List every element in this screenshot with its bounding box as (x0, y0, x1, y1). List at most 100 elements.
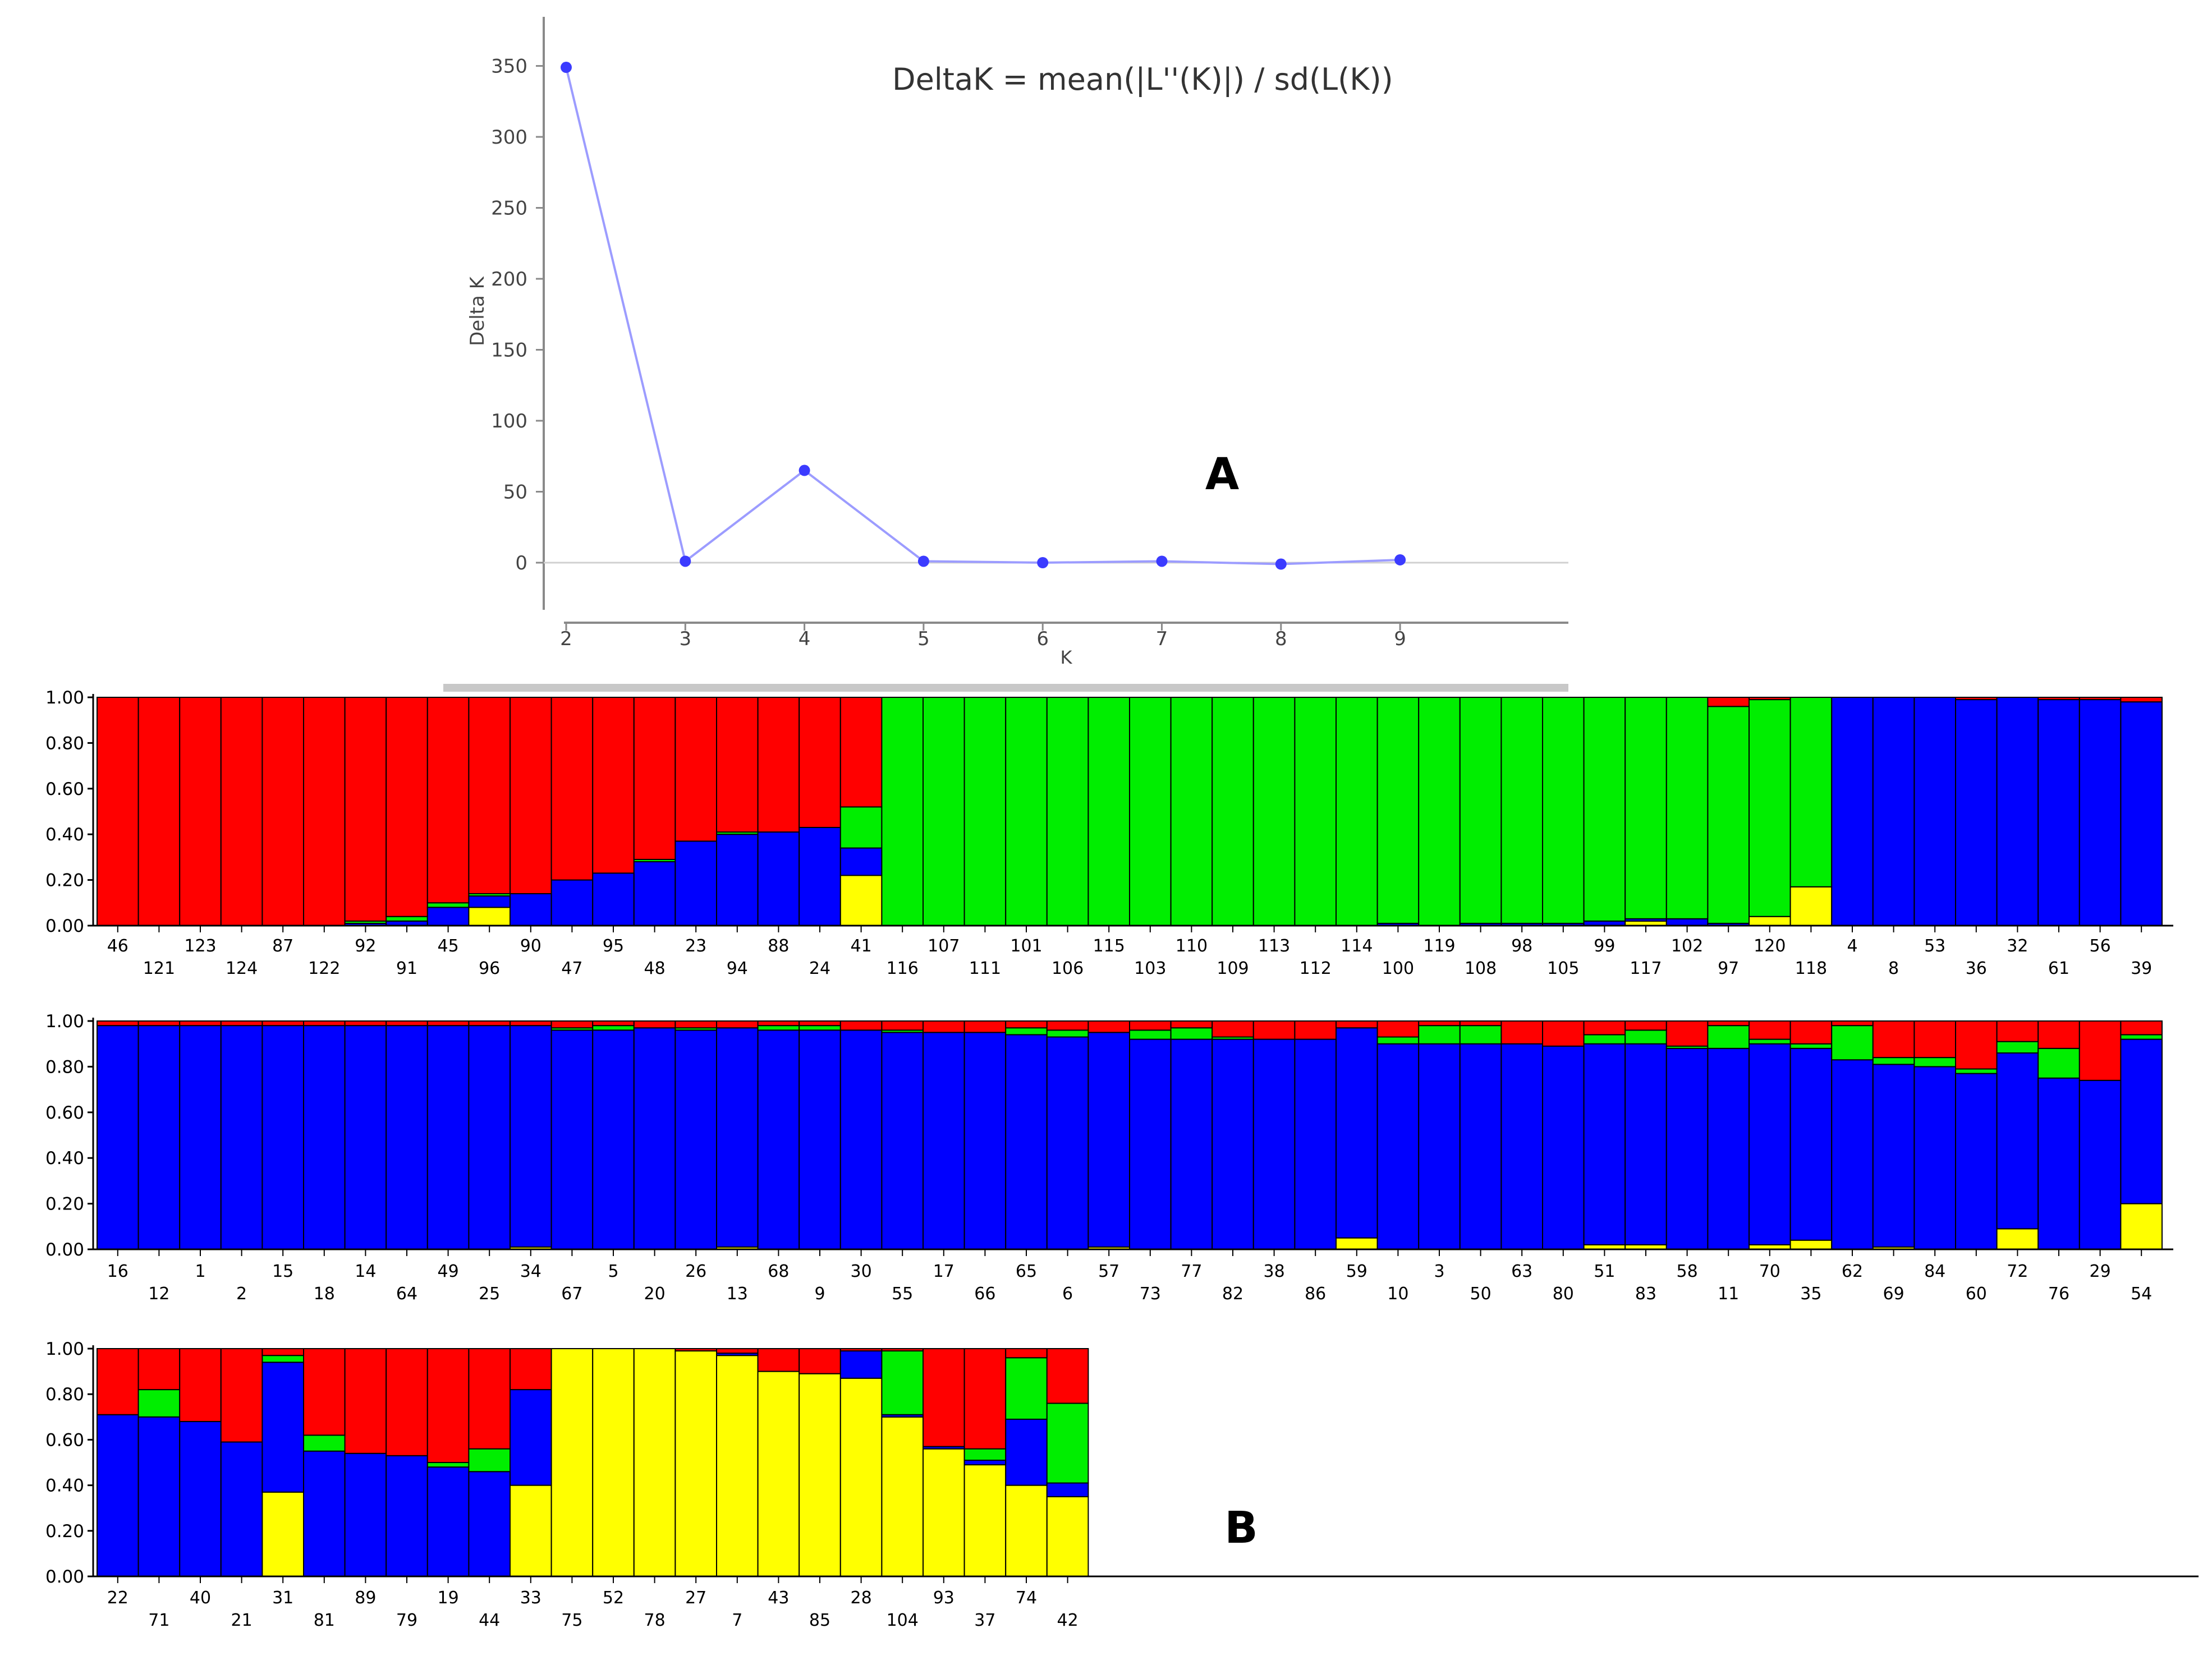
bar-segment-green (1872, 1057, 1915, 1065)
sample-label: 61 (2048, 959, 2069, 978)
sample-label: 98 (1511, 936, 1532, 956)
deltak-data-point (1275, 558, 1287, 570)
y-tick-label: 0.40 (45, 825, 84, 845)
bar-segment-red (303, 1348, 346, 1436)
sample-label: 11 (1718, 1284, 1739, 1304)
deltak-y-axis-label: Delta K (466, 275, 489, 346)
bar-segment-green (1624, 697, 1667, 919)
bar-segment-red (1955, 1020, 1998, 1070)
bar-segment-red (137, 697, 181, 926)
sample-label: 9 (814, 1284, 825, 1304)
sample-label: 5 (608, 1262, 618, 1281)
y-tick-label: 200 (491, 268, 527, 291)
bar-segment-red (2037, 697, 2080, 701)
bar-segment-green (1913, 1057, 1956, 1068)
bar-segment-green (1046, 697, 1089, 926)
bar-segment-red (386, 1020, 428, 1027)
bar-segment-green (386, 916, 428, 922)
bar-segment-blue (716, 1027, 759, 1248)
bar-segment-blue (1996, 697, 2039, 926)
sample-label: 119 (1423, 936, 1455, 956)
bar-segment-red (757, 1348, 800, 1372)
bar-segment-red (97, 1020, 139, 1027)
bar-segment-red (592, 697, 635, 874)
bar-segment-blue (179, 1025, 222, 1250)
bar-segment-yellow (1336, 1237, 1378, 1250)
sample-label: 96 (479, 959, 500, 978)
bar-segment-red (510, 1020, 552, 1027)
bar-segment-red (1749, 1020, 1791, 1040)
bar-segment-red (220, 1020, 263, 1027)
sample-label: 49 (438, 1262, 459, 1281)
bar-segment-green (923, 697, 965, 926)
bar-segment-red (426, 1348, 470, 1463)
bar-segment-yellow (1996, 1228, 2039, 1250)
bar-segment-yellow (261, 1491, 304, 1578)
bar-segment-red (716, 1348, 759, 1354)
sample-label: 105 (1547, 959, 1579, 978)
sample-label: 104 (887, 1611, 919, 1630)
bar-segment-red (633, 1020, 676, 1029)
bar-segment-blue (261, 1025, 304, 1250)
bar-segment-yellow (2120, 1203, 2163, 1250)
sample-label: 55 (892, 1284, 913, 1304)
sample-label: 21 (231, 1611, 253, 1630)
bar-segment-blue (2120, 701, 2163, 926)
sample-label: 63 (1511, 1262, 1532, 1281)
bar-segment-blue (1087, 1032, 1131, 1248)
sample-label: 92 (355, 936, 376, 956)
panel-label-a: A (1205, 449, 1239, 500)
sample-label: 2 (236, 1284, 247, 1304)
bar-segment-blue (386, 1455, 428, 1578)
bar-segment-red (674, 1020, 718, 1029)
bar-segment-green (1046, 1029, 1089, 1038)
sample-label: 3 (1434, 1262, 1444, 1281)
sample-label: 66 (974, 1284, 995, 1304)
bar-segment-yellow (1789, 886, 1833, 927)
bar-segment-red (1170, 1020, 1213, 1029)
bar-segment-blue (839, 847, 883, 876)
bar-segment-green (1583, 697, 1626, 922)
bar-segment-yellow (839, 1377, 883, 1578)
sample-label: 81 (314, 1611, 335, 1630)
bar-segment-blue (1376, 1043, 1420, 1250)
sample-label: 79 (396, 1611, 417, 1630)
bar-segment-green (1459, 697, 1502, 924)
bar-segment-red (550, 697, 594, 881)
bar-segment-green (1459, 1025, 1502, 1045)
x-tick-label: 2 (560, 628, 572, 650)
sample-label: 93 (933, 1588, 954, 1608)
bar-segment-blue (1955, 699, 1998, 926)
bar-segment-red (839, 697, 883, 808)
y-tick-label: 50 (503, 481, 527, 504)
sample-label: 35 (1800, 1284, 1821, 1304)
sample-label: 30 (851, 1262, 872, 1281)
bar-segment-red (592, 1020, 635, 1027)
bar-segment-blue (220, 1441, 263, 1577)
sample-label: 71 (148, 1611, 169, 1630)
y-tick-label: 0.40 (45, 1148, 84, 1169)
deltak-data-point (1394, 554, 1406, 565)
sample-label: 22 (107, 1588, 129, 1608)
bar-segment-green (468, 1448, 511, 1473)
bar-segment-blue (1913, 1066, 1956, 1250)
bar-segment-red (1707, 697, 1750, 707)
bar-segment-green (1665, 697, 1709, 919)
bar-segment-red (1996, 1020, 2039, 1042)
bar-segment-green (2120, 1034, 2163, 1040)
sample-label: 62 (1842, 1262, 1863, 1281)
sample-label: 56 (2090, 936, 2111, 956)
bar-segment-red (839, 1348, 883, 1352)
sample-label: 23 (685, 936, 706, 956)
y-tick-label: 0.80 (45, 733, 84, 753)
bar-segment-red (2120, 697, 2163, 703)
bar-segment-blue (261, 1362, 304, 1493)
sample-label: 67 (561, 1284, 582, 1304)
bar-segment-green (426, 902, 470, 908)
bar-segment-blue (1046, 1482, 1089, 1497)
bar-segment-blue (426, 907, 470, 926)
sample-label: 31 (272, 1588, 293, 1608)
sample-label: 115 (1093, 936, 1125, 956)
sample-label: 120 (1754, 936, 1786, 956)
y-tick-label: 0.20 (45, 871, 84, 891)
